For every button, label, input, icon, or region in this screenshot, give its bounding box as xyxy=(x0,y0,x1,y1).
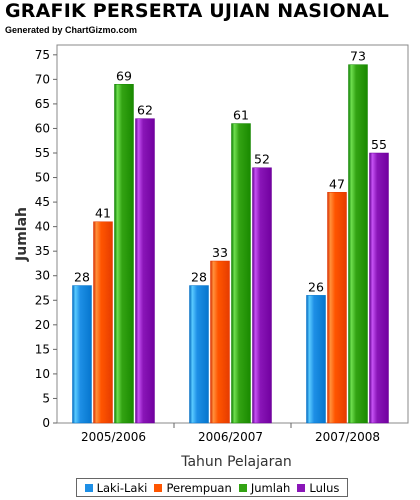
x-tick-label: 2007/2008 xyxy=(315,430,380,444)
x-axis-label: Tahun Pelajaran xyxy=(180,454,292,470)
data-label: 28 xyxy=(74,270,90,285)
bar-perempuan xyxy=(93,221,113,424)
data-label: 69 xyxy=(116,68,132,83)
y-tick-label: 30 xyxy=(35,269,50,283)
y-tick-label: 45 xyxy=(35,195,50,209)
y-tick-label: 60 xyxy=(35,121,50,135)
y-tick-label: 75 xyxy=(35,48,50,62)
legend-label: Perempuan xyxy=(166,480,232,495)
y-tick-label: 5 xyxy=(42,391,50,405)
data-label: 62 xyxy=(137,103,153,118)
bar-perempuan xyxy=(327,192,347,424)
x-tick-label: 2006/2007 xyxy=(198,430,263,444)
y-tick-label: 20 xyxy=(35,318,50,332)
y-tick-label: 15 xyxy=(35,342,50,356)
bar-lulus xyxy=(252,167,272,424)
data-label: 55 xyxy=(371,137,387,152)
legend-item: Perempuan xyxy=(154,480,232,495)
legend-item: Laki-Laki xyxy=(84,480,148,495)
bar-jumlah xyxy=(348,64,368,424)
data-label: 47 xyxy=(329,176,345,191)
data-label: 73 xyxy=(350,49,366,64)
bar-perempuan xyxy=(210,260,230,424)
bar-lulus xyxy=(369,152,389,424)
bar-jumlah xyxy=(231,123,251,424)
bar-laki-laki xyxy=(72,285,92,424)
legend-label: Laki-Laki xyxy=(96,480,148,495)
x-tick-label: 2005/2006 xyxy=(81,430,146,444)
y-tick-label: 50 xyxy=(35,171,50,185)
legend-item: Jumlah xyxy=(238,480,291,495)
bar-jumlah xyxy=(114,84,134,424)
legend-label: Jumlah xyxy=(250,480,291,495)
y-tick-label: 70 xyxy=(35,72,50,86)
y-tick-label: 55 xyxy=(35,146,50,160)
y-tick-label: 0 xyxy=(42,416,50,430)
y-tick-label: 35 xyxy=(35,244,50,258)
bar-laki-laki xyxy=(189,285,209,424)
y-tick-label: 40 xyxy=(35,220,50,234)
legend-swatch xyxy=(297,483,306,492)
data-label: 33 xyxy=(212,245,228,260)
y-tick-label: 25 xyxy=(35,293,50,307)
chart-legend: Laki-Laki Perempuan Jumlah Lulus xyxy=(76,478,348,497)
legend-swatch xyxy=(238,483,247,492)
y-axis-label: Jumlah xyxy=(14,207,30,262)
legend-swatch xyxy=(154,483,163,492)
data-label: 41 xyxy=(95,206,111,221)
data-label: 52 xyxy=(254,152,270,167)
y-tick-label: 65 xyxy=(35,97,50,111)
y-tick-label: 10 xyxy=(35,367,50,381)
legend-item: Lulus xyxy=(297,481,339,495)
bar-laki-laki xyxy=(306,295,326,424)
data-label: 28 xyxy=(191,270,207,285)
legend-label: Lulus xyxy=(309,480,340,495)
bar-lulus xyxy=(135,118,155,424)
chart-title: GRAFIK PERSERTA UJIAN NASIONAL xyxy=(5,0,390,22)
legend-swatch xyxy=(84,483,93,492)
data-label: 61 xyxy=(233,108,249,123)
chart-subtitle: Generated by ChartGizmo.com xyxy=(5,25,138,35)
data-label: 26 xyxy=(308,279,324,294)
